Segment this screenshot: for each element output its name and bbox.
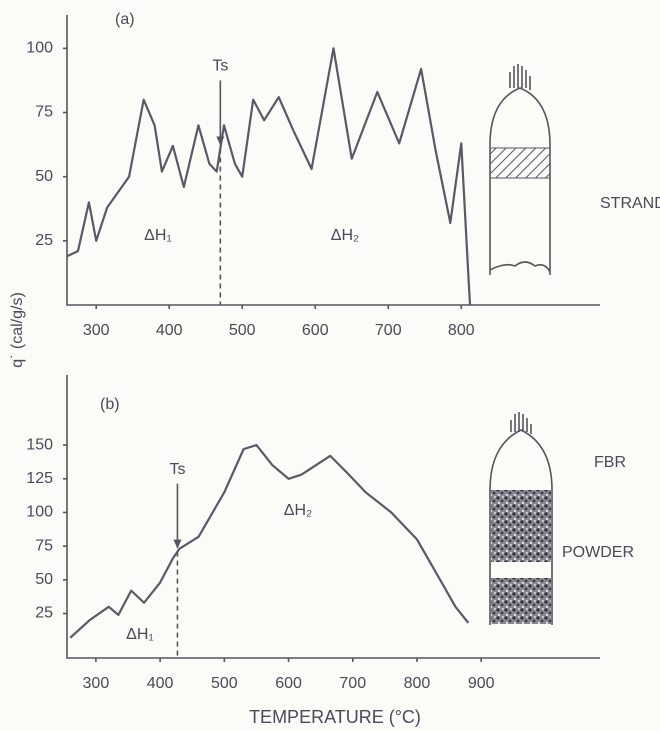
- panel-label: (a): [115, 11, 135, 28]
- y-tick-label: 75: [35, 104, 53, 121]
- annotation: ΔH₁: [126, 626, 154, 643]
- x-tick-label: 900: [468, 675, 495, 692]
- annotation: Ts: [169, 461, 185, 478]
- strand-icon: [489, 64, 551, 275]
- x-tick-label: 800: [448, 322, 475, 339]
- x-tick-label: 400: [147, 675, 174, 692]
- x-axis-label: TEMPERATURE (°C): [249, 707, 421, 727]
- annotation: POWDER: [562, 544, 634, 561]
- annotation: ΔH₂: [331, 227, 359, 244]
- x-tick-label: 600: [302, 322, 329, 339]
- annotation: ΔH₁: [144, 227, 172, 244]
- axis-line: [66, 375, 600, 659]
- annotation: Ts: [212, 58, 228, 75]
- y-axis-label: q˙ (cal/g/s): [9, 292, 26, 368]
- y-tick-label: 125: [26, 470, 53, 487]
- data-line: [66, 47, 472, 306]
- y-tick-label: 75: [35, 537, 53, 554]
- ts-arrowhead: [173, 539, 182, 549]
- annotation: FBR: [594, 454, 626, 471]
- x-tick-label: 700: [375, 322, 402, 339]
- data-line: [69, 443, 470, 639]
- axis-line: [66, 15, 600, 306]
- panel-label: (b): [100, 396, 120, 413]
- x-tick-label: 500: [211, 675, 238, 692]
- y-tick-label: 100: [26, 504, 53, 521]
- y-tick-label: 25: [35, 232, 53, 249]
- y-tick-label: 25: [35, 605, 53, 622]
- x-tick-label: 300: [83, 675, 110, 692]
- y-tick-label: 50: [35, 168, 53, 185]
- x-tick-label: 500: [229, 322, 256, 339]
- y-tick-label: 150: [26, 436, 53, 453]
- x-tick-label: 800: [404, 675, 431, 692]
- powder-icon: [489, 412, 553, 625]
- y-tick-label: 100: [26, 40, 53, 57]
- ts-arrowhead: [216, 136, 225, 146]
- x-tick-label: 600: [275, 675, 302, 692]
- x-tick-label: 300: [83, 322, 110, 339]
- annotation: STRAND: [600, 195, 660, 212]
- y-tick-label: 50: [35, 571, 53, 588]
- x-tick-label: 400: [156, 322, 183, 339]
- annotation: ΔH₂: [284, 502, 312, 519]
- x-tick-label: 700: [339, 675, 366, 692]
